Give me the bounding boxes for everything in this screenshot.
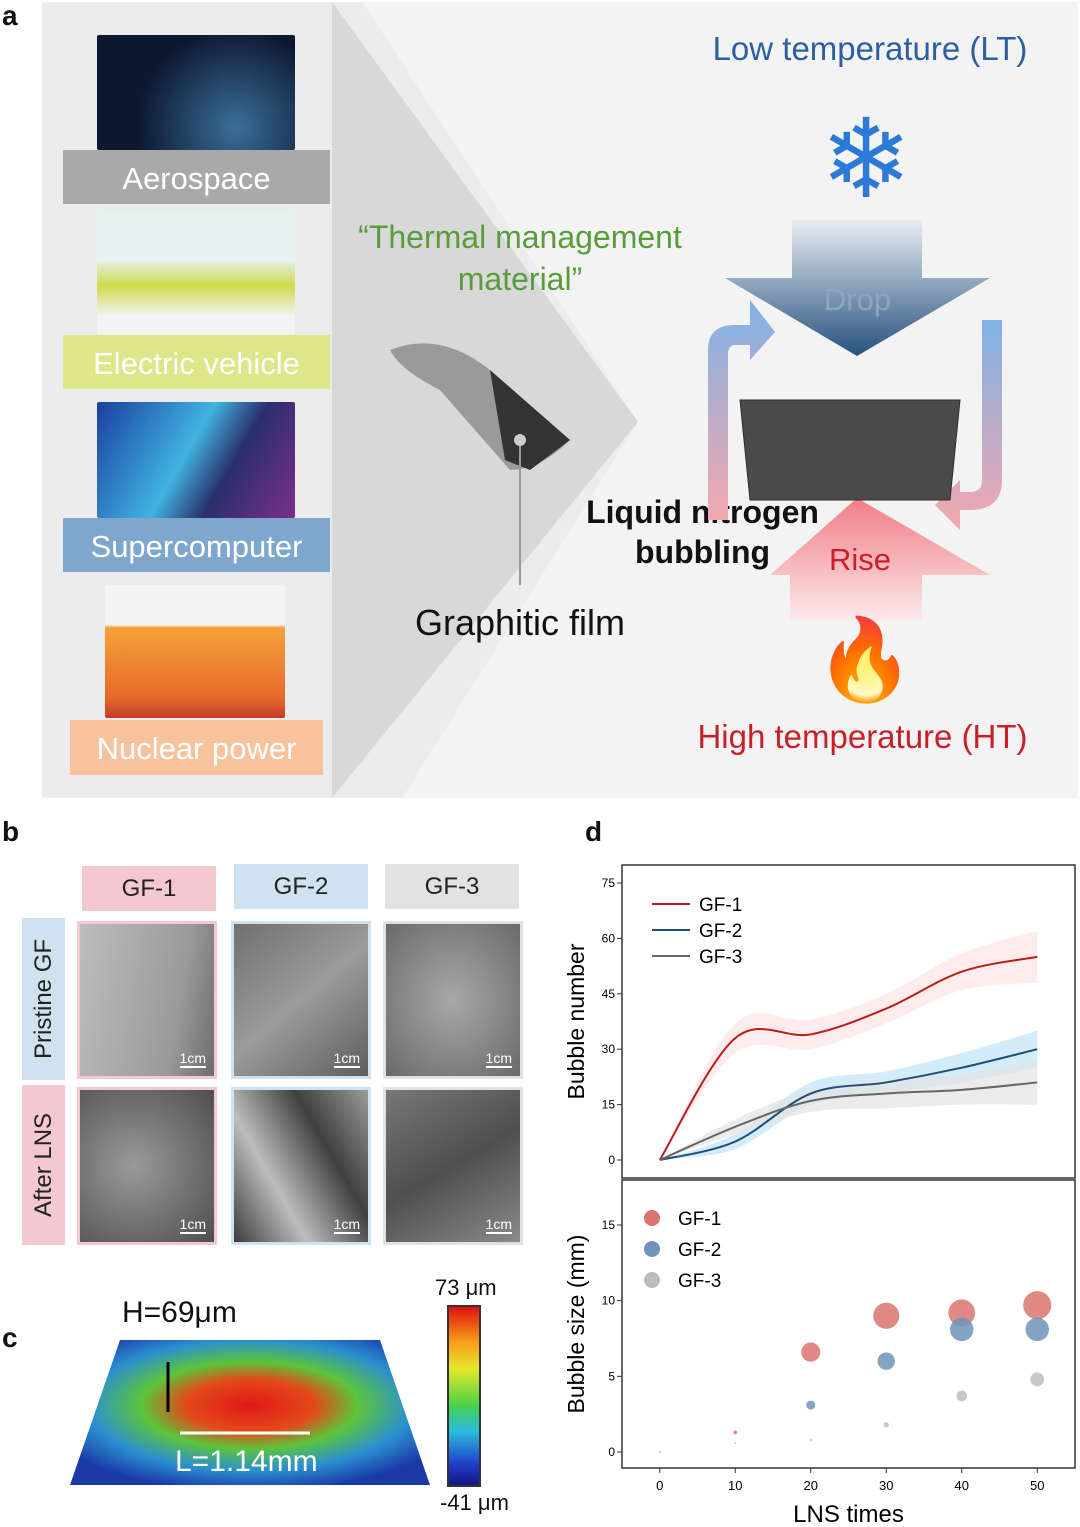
- snowflake-icon: ❄: [820, 98, 913, 221]
- electric-vehicle-image: [97, 210, 295, 335]
- legend-swatch: [644, 1210, 660, 1226]
- error-band-GF-3: [659, 1060, 1038, 1160]
- y-tick-label: 45: [602, 987, 616, 1001]
- supercomputer-label: Supercomputer: [63, 518, 330, 572]
- legend-label: GF-2: [678, 1240, 721, 1261]
- y-tick-label: 15: [602, 1098, 616, 1112]
- line-chart-frame: [621, 864, 1076, 1179]
- graphitic-film-label: Graphitic film: [414, 602, 626, 643]
- series-line-GF-1: [658, 955, 1038, 1161]
- nuclear-power-image: [105, 585, 285, 718]
- panel-b-label: b: [2, 816, 20, 847]
- bubble-point-GF-1: [1023, 1291, 1052, 1320]
- colorbar-max: 73 μm: [435, 1275, 497, 1300]
- temperature-cycle-arrows: [708, 220, 1002, 620]
- legend-label: GF-3: [699, 947, 742, 968]
- thermal-management-quote: “Thermal management material”: [358, 219, 682, 297]
- bubble-point-GF-3: [1030, 1372, 1045, 1387]
- bubble-point-GF-2: [1025, 1317, 1049, 1342]
- height-annotation: H=69μm: [122, 1296, 237, 1329]
- bubble-point-GF-3: [956, 1390, 968, 1402]
- low-temperature-label: Low temperature (LT): [712, 30, 1028, 67]
- bubble-height-map: [70, 1340, 430, 1485]
- bubble-point-GF-1: [948, 1299, 976, 1327]
- colorbar-min: -41 μm: [440, 1490, 509, 1515]
- panel-d-label: d: [585, 816, 603, 847]
- y-tick-label: 75: [602, 876, 616, 890]
- sample-image-gf2-after: 1cm: [231, 1087, 371, 1245]
- bubble-point-GF-3: [883, 1422, 889, 1428]
- bubble-point-GF-1: [801, 1342, 821, 1362]
- aerospace-image: [97, 35, 295, 150]
- legend-label: GF-3: [678, 1271, 721, 1292]
- y-tick-label: 5: [608, 1369, 615, 1383]
- y-tick-label: 10: [602, 1294, 616, 1308]
- series-line-GF-2: [659, 1048, 1038, 1161]
- bubble-chart-frame: [621, 1179, 1076, 1469]
- drop-arrow: [725, 220, 990, 356]
- y-tick-label: 0: [608, 1445, 615, 1459]
- sample-image-gf3-after: 1cm: [383, 1087, 523, 1245]
- sample-image-gf1-pristine: 1cm: [77, 921, 217, 1079]
- panel-a-label: a: [2, 0, 18, 31]
- rise-arrow: [770, 498, 990, 620]
- legend-swatch: [644, 1241, 660, 1257]
- high-temperature-label: High temperature (HT): [697, 718, 1028, 755]
- aerospace-label: Aerospace: [63, 150, 330, 204]
- supercomputer-image: [97, 402, 295, 518]
- bubble-point-GF-2: [950, 1317, 974, 1342]
- rise-label: Rise: [828, 542, 891, 577]
- x-tick-label: 50: [1030, 1478, 1044, 1493]
- y-axis-label: Bubble size (mm): [563, 1235, 589, 1414]
- column-header-gf3: GF-3: [385, 864, 519, 909]
- sample-image-gf2-pristine: 1cm: [231, 921, 371, 1079]
- x-tick-label: 20: [804, 1478, 818, 1493]
- nuclear-power-label: Nuclear power: [70, 720, 323, 775]
- y-tick-label: 60: [602, 931, 616, 945]
- bubble-point-GF-3: [734, 1441, 737, 1444]
- x-tick-label: 10: [728, 1478, 742, 1493]
- sample-image-gf3-pristine: 1cm: [383, 921, 523, 1079]
- bubble-point-GF-2: [806, 1400, 816, 1410]
- graphitic-film-image: [390, 343, 570, 585]
- bubble-point-GF-1: [733, 1430, 738, 1435]
- y-tick-label: 0: [608, 1153, 615, 1167]
- electric-vehicle-label: Electric vehicle: [63, 335, 330, 389]
- bubble-point-GF-3: [658, 1451, 661, 1453]
- bubble-point-GF-2: [877, 1352, 895, 1370]
- length-annotation: L=1.14mm: [175, 1445, 318, 1478]
- column-header-gf2: GF-2: [234, 864, 368, 909]
- y-tick-label: 30: [602, 1042, 616, 1056]
- colorbar: [447, 1305, 481, 1487]
- column-header-gf1: GF-1: [82, 866, 216, 911]
- drop-label: Drop: [823, 282, 892, 317]
- bubble-point-GF-1: [873, 1302, 900, 1329]
- legend-swatch: [644, 1272, 660, 1288]
- flame-icon: 🔥: [815, 615, 915, 704]
- x-axis-label: LNS times: [793, 1501, 904, 1527]
- x-tick-label: 0: [656, 1478, 663, 1493]
- error-band-GF-1: [659, 931, 1038, 1160]
- x-tick-label: 40: [955, 1478, 969, 1493]
- y-tick-label: 15: [602, 1218, 616, 1232]
- panel-c-label: c: [2, 1322, 18, 1353]
- sample-image-gf1-after: 1cm: [77, 1087, 217, 1245]
- legend-label: GF-1: [699, 895, 742, 916]
- series-line-GF-3: [659, 1081, 1038, 1161]
- y-axis-label: Bubble number: [563, 943, 589, 1099]
- x-tick-label: 30: [879, 1478, 893, 1493]
- legend-label: GF-1: [678, 1209, 721, 1230]
- bubble-point-GF-3: [809, 1438, 812, 1442]
- legend-label: GF-2: [699, 921, 742, 942]
